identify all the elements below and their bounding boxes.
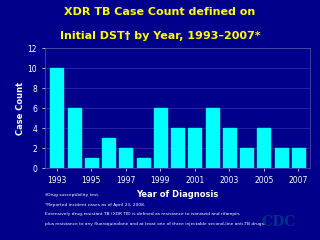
Bar — [68, 108, 81, 168]
Bar — [257, 128, 270, 168]
Y-axis label: Case Count: Case Count — [16, 81, 25, 135]
Bar — [51, 68, 63, 168]
Bar — [240, 148, 253, 168]
Bar — [223, 128, 236, 168]
Text: *Reported incident cases as of April 23, 2008.: *Reported incident cases as of April 23,… — [45, 203, 145, 207]
Bar — [275, 148, 288, 168]
Text: Initial DST† by Year, 1993–2007*: Initial DST† by Year, 1993–2007* — [60, 31, 260, 41]
Bar — [292, 148, 305, 168]
Bar — [188, 128, 201, 168]
Bar — [119, 148, 132, 168]
Bar — [154, 108, 167, 168]
Bar — [171, 128, 184, 168]
X-axis label: Year of Diagnosis: Year of Diagnosis — [136, 190, 219, 199]
Text: plus resistance to any fluoroquinolone and at least one of three injectable seco: plus resistance to any fluoroquinolone a… — [45, 222, 265, 226]
Text: CDC: CDC — [261, 215, 296, 229]
Bar — [85, 158, 98, 168]
Text: Extensively drug-resistant TB (XDR TB) is defined as resistance to isoniazid and: Extensively drug-resistant TB (XDR TB) i… — [45, 212, 240, 216]
Bar — [137, 158, 149, 168]
Text: †Drug susceptibility test.: †Drug susceptibility test. — [45, 193, 99, 197]
Text: XDR TB Case Count defined on: XDR TB Case Count defined on — [64, 7, 256, 17]
Bar — [102, 138, 115, 168]
Bar — [206, 108, 219, 168]
